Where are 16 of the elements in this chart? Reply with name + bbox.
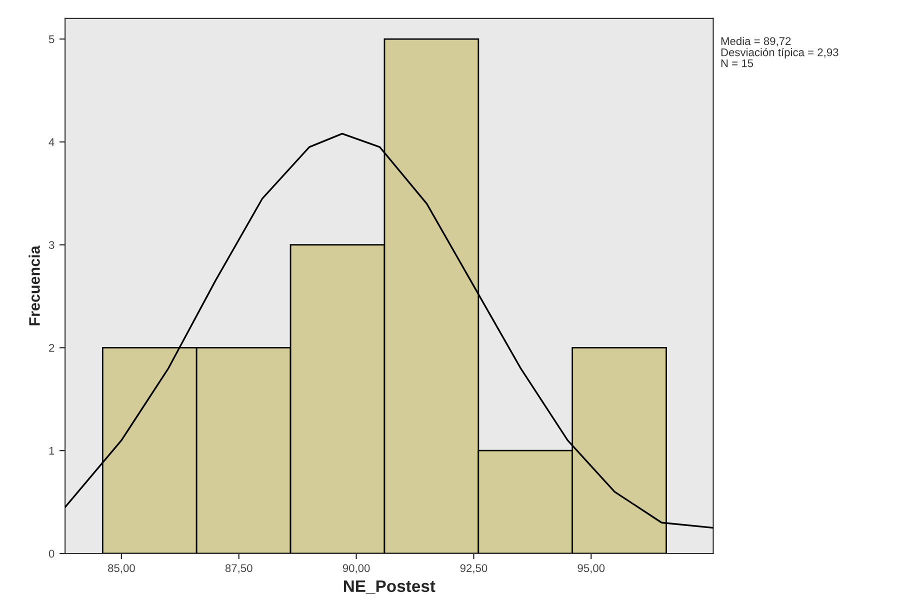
y-tick-label: 3 bbox=[48, 241, 54, 249]
x-tick-label: 92,50 bbox=[460, 564, 488, 574]
text: Media = 89,72 bbox=[721, 36, 791, 46]
x-tick-label: 87,50 bbox=[225, 564, 252, 574]
y-tick-label: 1 bbox=[49, 446, 54, 455]
text: Desviación típica = 2,93 bbox=[721, 48, 838, 58]
y-tick-label: 0 bbox=[48, 550, 54, 558]
y-axis-title: Frecuencia bbox=[28, 246, 40, 326]
x-axis-title: NE_Postest bbox=[344, 580, 436, 594]
x-tick-label: 95,00 bbox=[578, 564, 605, 574]
y-tick-label: 4 bbox=[48, 138, 54, 146]
y-tick-label: 5 bbox=[48, 35, 54, 44]
x-tick-label: 90,00 bbox=[342, 564, 370, 574]
x-tick-label: 85,00 bbox=[108, 564, 135, 574]
y-tick-label: 2 bbox=[49, 344, 54, 352]
text: N = 15 bbox=[721, 59, 754, 68]
